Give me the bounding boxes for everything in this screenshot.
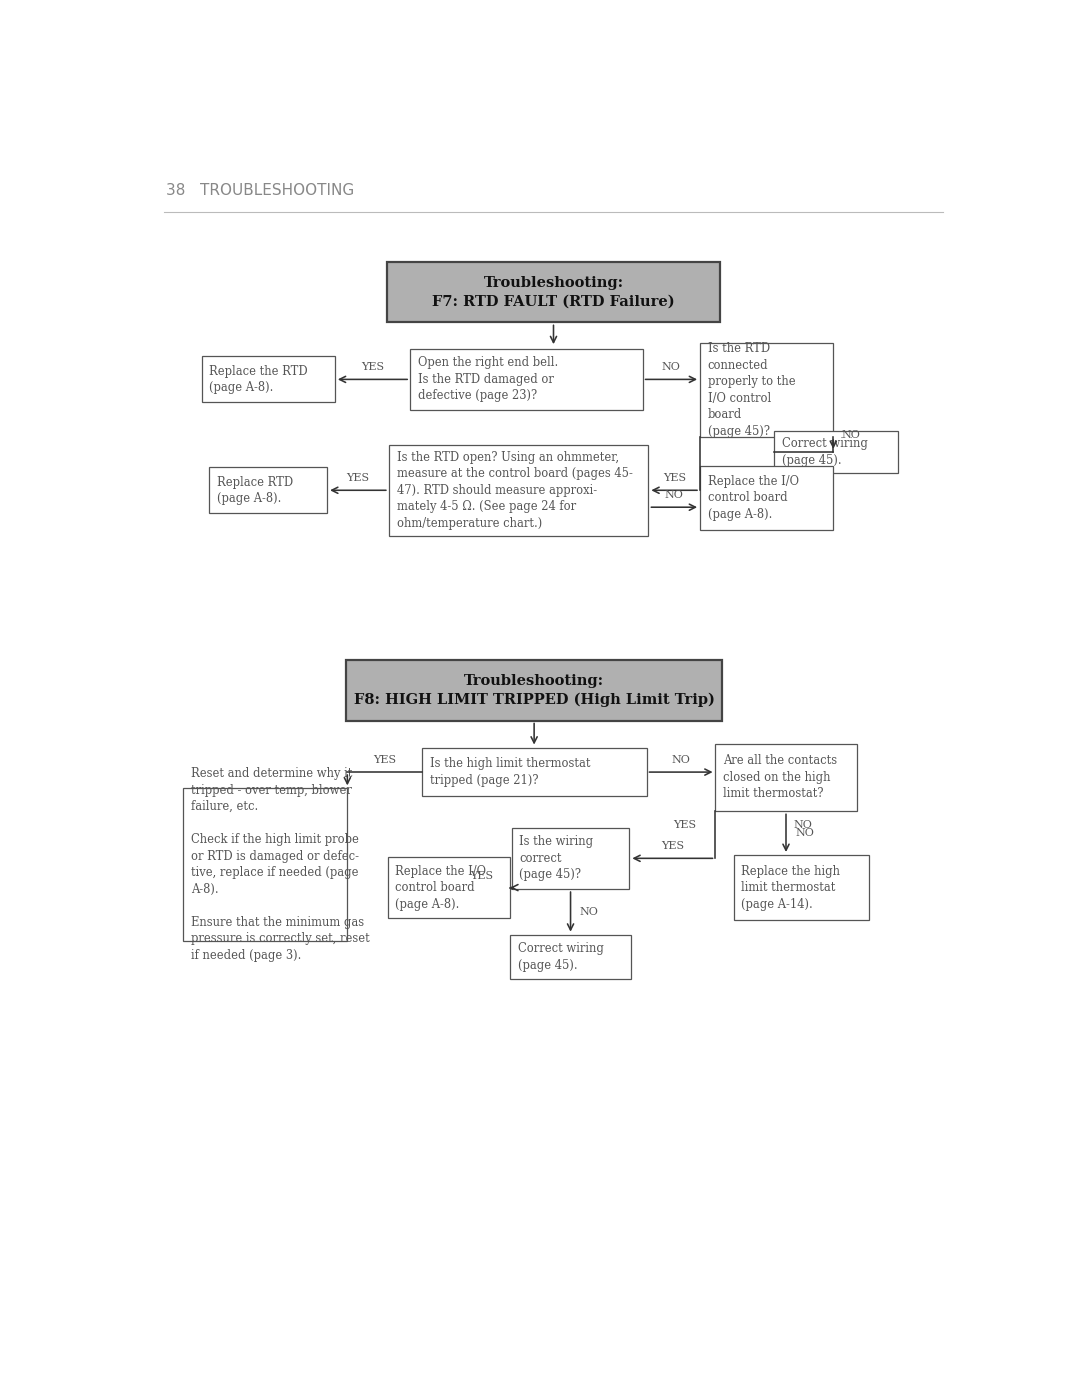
Bar	[715, 743, 856, 812]
Bar	[183, 788, 348, 940]
Bar	[387, 263, 720, 323]
Text: NO: NO	[841, 430, 860, 440]
Text: YES: YES	[347, 474, 369, 483]
Text: Is the wiring
correct
(page 45)?: Is the wiring correct (page 45)?	[519, 835, 594, 882]
Text: YES: YES	[673, 820, 696, 830]
Bar	[388, 856, 510, 918]
Bar	[347, 661, 723, 721]
Bar	[774, 430, 899, 474]
Text: Replace RTD
(page A-8).: Replace RTD (page A-8).	[217, 475, 294, 506]
Text: NO: NO	[795, 828, 814, 838]
Text: Replace the RTD
(page A-8).: Replace the RTD (page A-8).	[210, 365, 308, 394]
Text: Troubleshooting:
F8: HIGH LIMIT TRIPPED (High Limit Trip): Troubleshooting: F8: HIGH LIMIT TRIPPED …	[353, 673, 715, 707]
Bar	[422, 749, 647, 796]
Text: Replace the high
limit thermostat
(page A-14).: Replace the high limit thermostat (page …	[742, 865, 840, 911]
Bar	[733, 855, 869, 921]
Text: Replace the I/O
control board
(page A-8).: Replace the I/O control board (page A-8)…	[707, 475, 799, 521]
Text: NO: NO	[665, 490, 684, 500]
Bar	[210, 467, 327, 513]
Bar	[700, 344, 834, 437]
Text: Correct wiring
(page 45).: Correct wiring (page 45).	[518, 942, 604, 972]
Bar	[700, 467, 834, 529]
Bar	[202, 356, 335, 402]
Text: Is the RTD
connected
properly to the
I/O control
board
(page 45)?: Is the RTD connected properly to the I/O…	[707, 342, 795, 437]
Text: Replace the I/O
control board
(page A-8).: Replace the I/O control board (page A-8)…	[395, 865, 486, 911]
Text: YES: YES	[361, 362, 384, 373]
Bar	[389, 444, 648, 535]
Text: 38   TROUBLESHOOTING: 38 TROUBLESHOOTING	[166, 183, 354, 197]
Text: Are all the contacts
closed on the high
limit thermostat?: Are all the contacts closed on the high …	[724, 754, 837, 800]
Text: Is the RTD open? Using an ohmmeter,
measure at the control board (pages 45-
47).: Is the RTD open? Using an ohmmeter, meas…	[396, 451, 633, 529]
Text: NO: NO	[662, 362, 680, 373]
Text: Reset and determine why it
tripped - over temp, blower
failure, etc.

Check if t: Reset and determine why it tripped - ove…	[191, 767, 369, 961]
Text: Is the high limit thermostat
tripped (page 21)?: Is the high limit thermostat tripped (pa…	[430, 757, 590, 787]
Text: YES: YES	[471, 870, 494, 880]
Text: YES: YES	[373, 756, 396, 766]
Text: NO: NO	[672, 756, 690, 766]
Bar	[512, 827, 630, 888]
Text: Open the right end bell.
Is the RTD damaged or
defective (page 23)?: Open the right end bell. Is the RTD dama…	[418, 356, 558, 402]
Text: YES: YES	[661, 841, 684, 851]
Text: Troubleshooting:
F7: RTD FAULT (RTD Failure): Troubleshooting: F7: RTD FAULT (RTD Fail…	[432, 277, 675, 309]
Text: NO: NO	[580, 907, 598, 916]
Bar	[410, 349, 643, 411]
Text: NO: NO	[794, 820, 812, 830]
Text: Correct wiring
(page 45).: Correct wiring (page 45).	[782, 437, 868, 467]
Text: YES: YES	[663, 474, 686, 483]
Bar	[511, 935, 631, 979]
